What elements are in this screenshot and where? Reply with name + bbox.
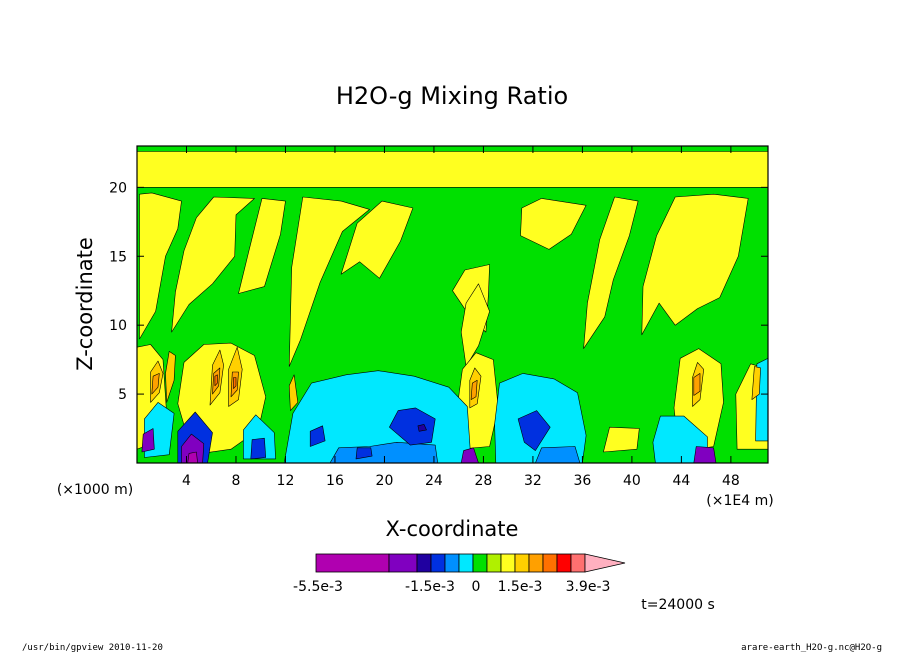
x-axis-label: X-coordinate: [386, 517, 519, 541]
contour-region-30: [250, 437, 267, 460]
contour-region-16: [603, 426, 640, 453]
colorbar-swatch-10: [528, 553, 544, 573]
colorbar-swatch-2: [416, 553, 432, 573]
contour-region-10: [641, 193, 749, 336]
colorbar-swatch-7: [486, 553, 502, 573]
colorbar-label-1: -1.5e-3: [405, 579, 455, 595]
colorbar-swatch-1: [388, 553, 418, 573]
contour-region-8: [520, 198, 587, 250]
contour-region-1: [139, 192, 182, 340]
colorbar-swatch-13: [570, 553, 586, 573]
colorbar-swatch-0: [315, 553, 390, 573]
contour-region-34: [460, 447, 479, 463]
x-unit-right: (×1E4 m): [706, 493, 773, 509]
y-tick-label-2: 15: [109, 249, 127, 265]
colorbar-labels: -5.5e-3 -1.5e-3 0 1.5e-3 3.9e-3: [293, 579, 610, 595]
contour-region-3: [238, 198, 286, 294]
contour-region-9: [583, 196, 639, 349]
colorbar-swatch-9: [514, 553, 530, 573]
contour-region-50: [214, 374, 218, 387]
contour-region-45: [151, 373, 160, 395]
colorbar-swatch-12: [556, 553, 572, 573]
x-unit-left: (×1000 m): [57, 482, 133, 498]
footer-right: arare-earth_H2O-g.nc@H2O-g: [741, 643, 882, 653]
y-axis-label: Z-coordinate: [73, 237, 97, 371]
y-tick-label-1: 10: [109, 318, 127, 334]
x-tick-label-1: 8: [232, 473, 241, 489]
x-tick-label-8: 36: [573, 473, 591, 489]
contour-region-27: [389, 407, 436, 446]
x-tick-label-4: 20: [376, 473, 394, 489]
colorbar-swatch-4: [444, 553, 460, 573]
plot-frame: [136, 145, 769, 464]
contour-region-26: [355, 447, 373, 460]
colorbar-swatch-8: [500, 553, 516, 573]
x-tick-label-3: 16: [326, 473, 344, 489]
x-tick-label-7: 32: [524, 473, 542, 489]
y-axis-ticks: 5 10 15 20: [109, 180, 768, 403]
x-axis-ticks: 4 8 12 16 20 24 28 32 36 40 44 48: [182, 146, 740, 489]
time-label: t=24000 s: [641, 597, 715, 613]
x-tick-label-0: 4: [182, 473, 191, 489]
contour-region-0: [137, 151, 768, 188]
contour-region-49: [693, 373, 701, 396]
colorbar-arrow: [584, 553, 626, 573]
contour-region-28: [517, 410, 551, 451]
contour-region-32: [181, 433, 205, 463]
contour-region-38: [165, 351, 176, 403]
y-tick-label-3: 20: [109, 180, 127, 196]
colorbar-swatch-11: [542, 553, 558, 573]
contour-region-24: [535, 446, 581, 463]
contour-region-2: [171, 196, 255, 333]
colorbar-label-2: 0: [472, 579, 481, 595]
contour-region-4: [288, 196, 370, 367]
colorbar-label-4: 3.9e-3: [566, 579, 611, 595]
contour-region-33: [141, 428, 155, 453]
contour-fields: [137, 151, 768, 463]
x-tick-label-9: 40: [623, 473, 641, 489]
y-tick-label-0: 5: [118, 387, 127, 403]
contour-region-48: [470, 379, 478, 400]
contour-region-31: [417, 424, 427, 432]
footer-left: /usr/bin/gpview 2010-11-20: [22, 643, 163, 653]
contour-region-19: [652, 415, 708, 463]
contour-region-51: [233, 377, 237, 389]
x-tick-label-2: 12: [277, 473, 295, 489]
colorbar-label-0: -5.5e-3: [293, 579, 343, 595]
contour-region-44: [288, 374, 299, 411]
colorbar-swatch-3: [430, 553, 446, 573]
x-tick-label-10: 44: [672, 473, 690, 489]
contour-region-36: [187, 451, 198, 463]
contour-region-7: [460, 283, 490, 367]
colorbar-swatch-6: [472, 553, 488, 573]
chart-title: H2O-g Mixing Ratio: [336, 82, 568, 110]
contour-region-25: [309, 425, 326, 447]
x-tick-label-6: 28: [475, 473, 493, 489]
x-tick-label-11: 48: [722, 473, 740, 489]
colorbar: [315, 553, 626, 573]
contour-region-5: [340, 200, 414, 279]
colorbar-label-3: 1.5e-3: [498, 579, 543, 595]
colorbar-swatch-5: [458, 553, 474, 573]
contour-region-35: [693, 446, 717, 463]
contour-region-43: [751, 366, 761, 400]
x-tick-label-5: 24: [425, 473, 443, 489]
